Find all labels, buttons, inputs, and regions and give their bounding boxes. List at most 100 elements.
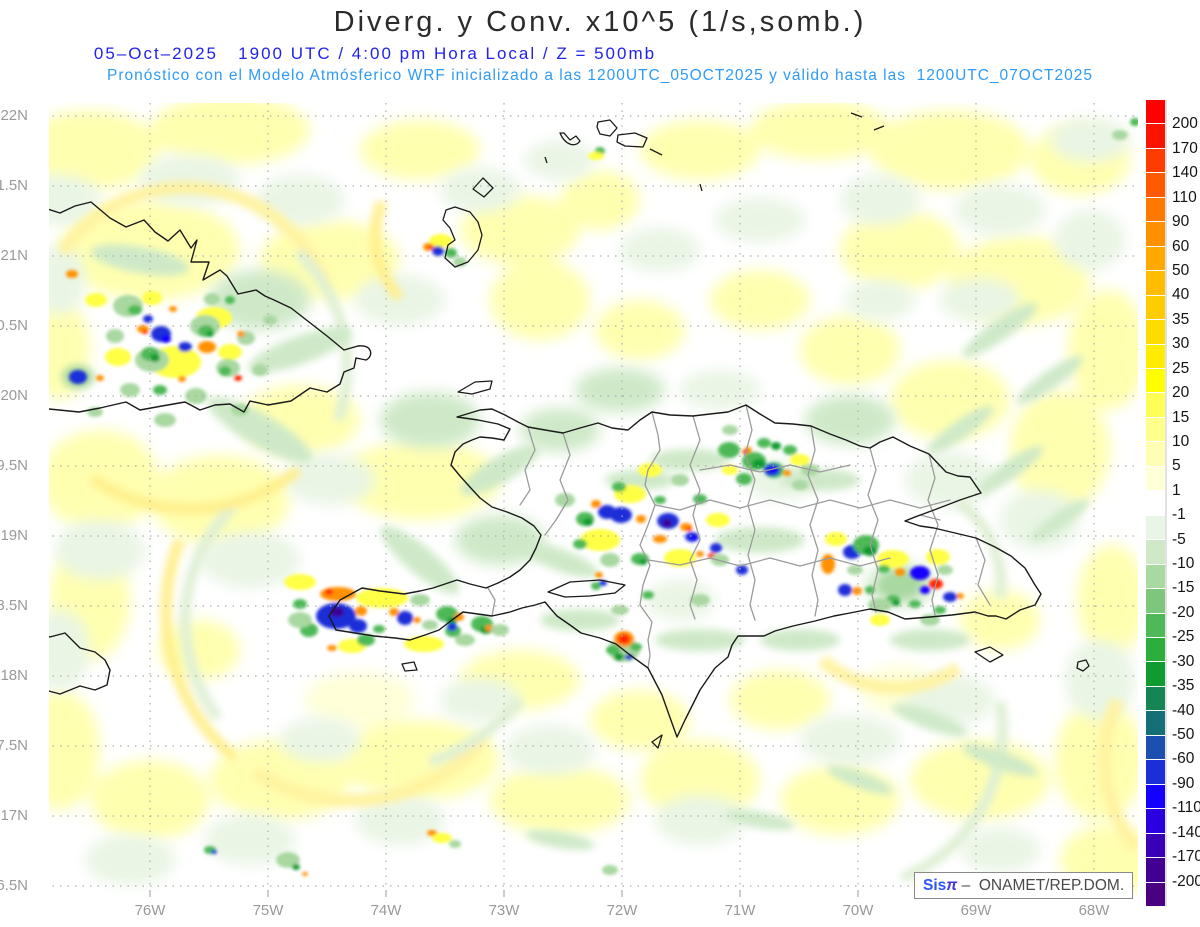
watermark-credit: ONAMET/REP.DOM. [978, 877, 1125, 894]
forecast-subtitle: Pronóstico con el Modelo Atmósferico WRF… [106, 67, 1093, 84]
colorbar-tick-label: -1 [1172, 506, 1186, 524]
colorbar-tick-label: 5 [1172, 457, 1181, 475]
field-green-wash [49, 118, 1135, 885]
cay-small-2 [699, 183, 703, 192]
colorbar-tick-label: -40 [1172, 701, 1195, 719]
lat-tick-label: 1.5N [0, 177, 28, 194]
lon-tick-label: 75W [252, 902, 284, 919]
little-inagua-island [472, 177, 494, 198]
colorbar-cell [1146, 417, 1165, 443]
lon-tick-label: 73W [488, 902, 520, 919]
colorbar-tick-label: 170 [1172, 139, 1198, 157]
colorbar-tick-label: 200 [1172, 115, 1198, 133]
watermark-separator: – [957, 877, 979, 894]
caicos-island-west [559, 132, 581, 146]
colorbar-tick-label: -5 [1172, 530, 1186, 548]
lat-tick-label: 7.5N [0, 737, 28, 754]
colorbar-cell [1146, 662, 1165, 687]
lat-tick-label: 9.5N [0, 457, 28, 474]
page-title: Diverg. y Conv. x10^5 (1/s,somb.) [333, 6, 867, 38]
caicos-island-east [616, 132, 648, 148]
pi-symbol: π [946, 877, 958, 894]
colorbar-cell [1146, 735, 1165, 761]
colorbar-cell [1146, 613, 1165, 638]
colorbar-cell [1146, 491, 1165, 516]
colorbar-cell [1146, 515, 1165, 541]
lat-tick-label: 0.5N [0, 317, 28, 334]
cuba-coastline [49, 201, 372, 413]
colorbar-cell [1146, 173, 1165, 198]
colorbar-cell [1146, 858, 1165, 883]
colorbar-cell [1146, 540, 1165, 565]
gonave-island [547, 579, 626, 598]
colorbar-tick-label: 15 [1172, 408, 1190, 426]
colorbar-cell [1146, 148, 1165, 174]
field-arcs [56, 181, 1138, 884]
lat-tick-label: 17N [0, 807, 28, 824]
cay-small-4 [873, 125, 885, 131]
colorbar-tick-label: 110 [1172, 188, 1197, 206]
lat-tick-label: 8.5N [0, 597, 28, 614]
colorbar-cell [1146, 222, 1165, 247]
datetime-subtitle: 05–Oct–2025 1900 UTC / 4:00 pm Hora Loca… [93, 44, 657, 63]
colorbar-cell [1146, 589, 1165, 614]
colorbar-tick-label: -90 [1172, 774, 1195, 792]
lat-tick-label: 6.5N [0, 877, 28, 894]
province-borders [487, 404, 991, 669]
colorbar-tick-label: -170 [1172, 848, 1200, 866]
colorbar-tick-label: -25 [1172, 628, 1195, 646]
colorbar-cell [1146, 368, 1165, 394]
colorbar-cell [1146, 784, 1165, 810]
colorbar-cell [1146, 344, 1165, 369]
field-wave-bands [62, 244, 1090, 850]
colorbar-tick-label: -15 [1172, 579, 1195, 597]
colorbar-cell [1146, 564, 1165, 590]
colorbar-tick-label: -10 [1172, 555, 1195, 573]
colorbar-cell [1146, 686, 1165, 712]
colorbar-tick-label: -50 [1172, 726, 1195, 744]
colorbar-tick-label: -140 [1172, 823, 1200, 841]
colorbar-cell [1146, 882, 1165, 906]
beata-island [651, 734, 663, 749]
lat-tick-label: 21N [0, 247, 28, 264]
colorbar-cell [1146, 442, 1165, 467]
lat-tick-label: 19N [0, 527, 28, 544]
caicos-island-mid [596, 119, 618, 137]
lon-tick-label: 74W [370, 902, 402, 919]
colorbar-tick-label: -30 [1172, 652, 1195, 670]
hispaniola-coastline [328, 404, 1042, 738]
lon-tick-label: 72W [606, 902, 638, 919]
lat-tick-label: 22N [0, 107, 28, 124]
lon-tick-label: 70W [842, 902, 874, 919]
colorbar-cell [1146, 760, 1165, 785]
colorbar-tick-label: 40 [1172, 286, 1190, 304]
colorbar-tick-label: -20 [1172, 603, 1195, 621]
colorbar-cell [1146, 711, 1165, 736]
colorbar-tick-label: 50 [1172, 261, 1190, 279]
colorbar-cell [1146, 124, 1165, 149]
colorbar-tick-label: 1 [1172, 481, 1181, 499]
lat-tick-label: 18N [0, 667, 28, 684]
colorbar-tick-label: -60 [1172, 750, 1195, 768]
colorbar-cell [1146, 271, 1165, 296]
colorbar-tick-label: 90 [1172, 213, 1190, 231]
watermark-brand: Sis [923, 877, 947, 894]
ile-a-vache [401, 661, 418, 672]
jamaica-coastline [49, 632, 111, 695]
lon-tick-label: 76W [134, 902, 166, 919]
colorbar-cell [1146, 809, 1165, 834]
colorbar-tick-label: 25 [1172, 359, 1190, 377]
turks-island [649, 148, 663, 156]
lon-tick-label: 71W [724, 902, 756, 919]
lat-tick-label: 20N [0, 387, 28, 404]
colorbar-tick-label: -110 [1172, 799, 1200, 817]
colorbar-cell [1146, 197, 1165, 223]
lon-tick-label: 69W [960, 902, 992, 919]
colorbar-tick-label: 60 [1172, 237, 1190, 255]
mona-island [1076, 659, 1090, 672]
colorbar-cell [1146, 246, 1165, 272]
tortuga-island [457, 380, 493, 395]
coastlines [49, 112, 1090, 749]
colorbar-tick-label: 10 [1172, 432, 1190, 450]
colorbar-tick-label: -200 [1172, 872, 1200, 890]
